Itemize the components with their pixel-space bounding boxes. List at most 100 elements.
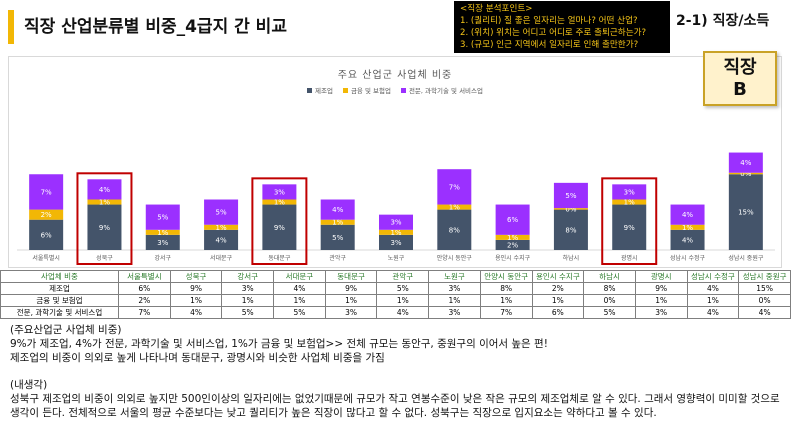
data-label: 1% [332, 219, 343, 227]
data-label: 9% [624, 224, 635, 232]
data-label: 4% [740, 159, 751, 167]
bar-segment [553, 182, 588, 209]
table-cell: 2% [531, 282, 585, 295]
chart-legend: 제조업 금융 및 보험업 전문, 과학기술 및 서비스업 [9, 85, 781, 95]
table-header-row: 사업체 비중 서울특별시 성북구 강서구 서대문구 동대문구 관악구 노원구 안… [0, 270, 791, 283]
table-cell: 1% [634, 294, 688, 307]
table-header-label: 사업체 비중 [0, 270, 119, 283]
bar-segment [204, 229, 239, 250]
table-cell: 9% [634, 282, 688, 295]
table-cell: 5% [273, 306, 326, 319]
notes-section2-heading: (내생각) [10, 379, 48, 391]
analysis-point-2: 2. (위치) 위치는 어디고 어디로 주로 출퇴근하는가? [460, 28, 647, 38]
category-tick-label: 강서구 [154, 254, 171, 262]
table-col-header: 성북구 [169, 270, 223, 283]
table-cell: 1% [479, 294, 533, 307]
table-cell: 9% [324, 282, 378, 295]
analysis-point-1: 1. (퀄리티) 질 좋은 일자리는 얼마나? 어떤 산업? [460, 16, 638, 26]
bar-segment [379, 214, 413, 230]
notes-section2-text: 성북구 제조업의 비중이 의외로 높지만 500인이상의 일자리에는 없었기때문… [10, 393, 780, 419]
bar-segment [29, 219, 64, 250]
table-cell: 7% [118, 306, 171, 319]
table-col-header: 강서구 [221, 270, 275, 283]
table-cell: 1% [428, 294, 481, 307]
table-col-header: 서울특별시 [118, 270, 171, 283]
bar-segment [87, 204, 122, 250]
highlight-box [251, 177, 308, 265]
data-label: 3% [274, 188, 285, 196]
stacked-bar-chart: 6% 2% 7% 서울특별시 9% 1% 4% 성북구 3% 1% 5% 강서구 4% 1% 5% 서대문구 9… [17, 152, 775, 265]
bar-segment [145, 234, 180, 250]
analysis-notes: (주요산업군 사업체 비중) 9%가 제조업, 4%가 전문, 과학기술 및 서… [10, 323, 785, 420]
table-row-label: 전문, 과학기술 및 서비스업 [0, 306, 119, 319]
legend-label-professional: 전문, 과학기술 및 서비스업 [408, 87, 483, 95]
category-tick-label: 서대문구 [210, 254, 233, 262]
table-cell: 8% [583, 282, 636, 295]
table-cell: 4% [686, 282, 740, 295]
table-cell: 1% [531, 294, 585, 307]
bar-segment [262, 199, 297, 205]
bar-segment [145, 204, 180, 230]
table-cell: 3% [428, 282, 481, 295]
bar-segment [379, 234, 413, 250]
bar-segment [262, 204, 297, 250]
category-tick-label: 광명시 [621, 254, 638, 262]
legend-swatch-professional [400, 87, 406, 93]
data-label: 4% [682, 236, 693, 244]
analysis-point-3: 3. (규모) 인근 지역에서 일자리로 인해 출만한가? [460, 40, 639, 50]
table-cell: 5% [583, 306, 636, 319]
data-label: 5% [157, 214, 168, 222]
legend-label-finance: 금융 및 보험업 [350, 87, 391, 95]
bar-segment [87, 199, 122, 205]
category-tick-label: 노원구 [388, 254, 405, 262]
notes-section1-line-1: 9%가 제조업, 4%가 전문, 과학기술 및 서비스업, 1%가 금융 및 보… [10, 338, 548, 350]
category-tick-label: 하남시 [563, 254, 580, 262]
data-label: 7% [449, 183, 460, 191]
data-label: 9% [274, 224, 285, 232]
legend-swatch-manufacturing [306, 87, 312, 93]
category-tick-label: 관악구 [329, 254, 346, 262]
category-tick-label: 성북구 [96, 254, 113, 262]
table-cell: 1% [376, 294, 430, 307]
table-cell: 1% [221, 294, 275, 307]
bar-segment [495, 239, 530, 250]
table-col-header: 용인시 수지구 [531, 270, 585, 283]
legend-swatch-finance [342, 87, 348, 93]
data-label: 1% [682, 224, 693, 232]
chart-area: 주요 산업군 사업체 비중 제조업 금융 및 보험업 전문, 과학기술 및 서비… [8, 56, 782, 268]
data-label: 8% [449, 226, 460, 234]
table-col-header: 노원구 [428, 270, 481, 283]
table-col-header: 성남시 수정구 [686, 270, 740, 283]
bar-segment [728, 172, 763, 175]
table-cell: 7% [479, 306, 533, 319]
legend-label-manufacturing: 제조업 [314, 87, 333, 95]
bar-segment [320, 219, 355, 225]
category-tick-label: 서울특별시 [32, 254, 60, 262]
legend-item-finance: 금융 및 보험업 [342, 85, 391, 95]
data-label: 4% [99, 186, 110, 194]
table-row: 전문, 과학기술 및 서비스업 7% 4% 5% 5% 3% 4% 3% 7% … [0, 306, 791, 319]
data-label: 3% [390, 239, 401, 247]
bar-segment [612, 199, 647, 205]
bar-segment [204, 199, 239, 225]
table-cell: 3% [428, 306, 481, 319]
data-label: 5% [565, 192, 576, 200]
table-cell: 2% [118, 294, 171, 307]
bar-segment [437, 169, 472, 205]
title-accent-bar [8, 10, 14, 44]
table-cell: 4% [169, 306, 223, 319]
bar-segment [379, 229, 413, 235]
bar-segment [204, 224, 239, 230]
table-cell: 5% [221, 306, 275, 319]
table-col-header: 관악구 [376, 270, 430, 283]
section-tag: 2-1) 직장/소득 [676, 13, 770, 29]
badge-line-2: B [733, 79, 747, 100]
table-cell: 4% [686, 306, 740, 319]
data-label: 15% [738, 209, 754, 217]
table-cell: 1% [686, 294, 740, 307]
analysis-points-box: <직장 분석포인트> 1. (퀄리티) 질 좋은 일자리는 얼마나? 어떤 산업… [454, 1, 670, 53]
bar-segment [728, 152, 763, 173]
category-tick-label: 동대문구 [268, 254, 291, 262]
table-col-header: 광명시 [634, 270, 688, 283]
data-label: 1% [624, 199, 635, 207]
